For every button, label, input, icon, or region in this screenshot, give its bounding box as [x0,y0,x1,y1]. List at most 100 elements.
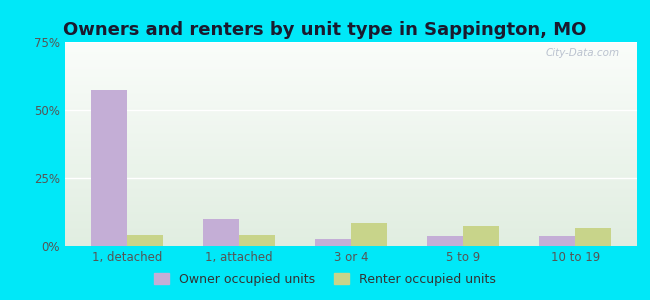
Bar [65,213,637,214]
Bar [65,107,637,108]
Bar [65,143,637,144]
Bar [351,223,387,246]
Bar [65,91,637,92]
Bar [65,43,637,44]
Bar [65,165,637,166]
Bar [65,103,637,104]
Bar [65,140,637,141]
Bar [65,106,637,107]
Bar [65,113,637,114]
Bar [65,52,637,53]
Bar [65,46,637,47]
Bar [65,242,637,243]
Bar [127,235,162,246]
Bar [65,94,637,95]
Bar [65,73,637,74]
Bar [65,142,637,143]
Bar [65,118,637,119]
Bar [65,136,637,137]
Bar [65,244,637,245]
Bar [65,121,637,122]
Bar [65,200,637,201]
Bar [65,188,637,189]
Bar [65,176,637,177]
Bar [65,101,637,102]
Bar [65,210,637,211]
Bar [65,191,637,192]
Bar [65,110,637,111]
Bar [65,170,637,172]
Bar [65,203,637,204]
Bar [65,152,637,153]
Bar [65,237,637,238]
Bar [65,193,637,194]
Bar [65,51,637,52]
Bar [65,150,637,151]
Bar [65,149,637,150]
Bar [203,219,239,246]
Bar [65,59,637,60]
Bar [65,214,637,215]
Bar [65,209,637,210]
Bar [65,79,637,80]
Bar [65,190,637,191]
Bar [65,208,637,209]
Bar [65,148,637,149]
Bar [65,85,637,86]
Bar [65,75,637,76]
Bar [65,184,637,185]
Bar [65,199,637,200]
Bar [65,238,637,239]
Bar [65,47,637,48]
Bar [65,99,637,100]
Bar [65,229,637,230]
Bar [65,233,637,234]
Bar [65,167,637,169]
Bar [65,132,637,133]
Bar [65,74,637,75]
Bar [65,42,637,43]
Bar [65,112,637,113]
Bar [65,62,637,63]
Bar [65,55,637,56]
Bar [65,50,637,51]
Bar [65,202,637,203]
Bar [65,154,637,155]
Bar [65,169,637,170]
Bar [65,105,637,106]
Bar [65,60,637,62]
Bar [65,82,637,83]
Bar [65,158,637,159]
Bar [91,90,127,246]
Bar [65,228,637,229]
Bar [65,172,637,174]
Bar [65,197,637,198]
Bar [65,230,637,231]
Bar [65,72,637,73]
Bar [65,84,637,85]
Bar [65,147,637,148]
Text: City-Data.com: City-Data.com [546,48,620,58]
Bar [65,127,637,128]
Bar [65,44,637,45]
Bar [65,100,637,101]
Bar [65,201,637,202]
Legend: Owner occupied units, Renter occupied units: Owner occupied units, Renter occupied un… [149,268,501,291]
Bar [65,239,637,240]
Bar [65,138,637,139]
Bar [427,236,463,246]
Bar [65,95,637,96]
Bar [65,56,637,57]
Bar [65,162,637,164]
Bar [65,232,637,233]
Bar [65,76,637,77]
Bar [65,139,637,140]
Bar [65,64,637,65]
Bar [65,169,637,170]
Text: Owners and renters by unit type in Sappington, MO: Owners and renters by unit type in Sappi… [63,21,587,39]
Bar [65,212,637,213]
Bar [65,182,637,183]
Bar [65,206,637,207]
Bar [65,236,637,237]
Bar [65,220,637,221]
